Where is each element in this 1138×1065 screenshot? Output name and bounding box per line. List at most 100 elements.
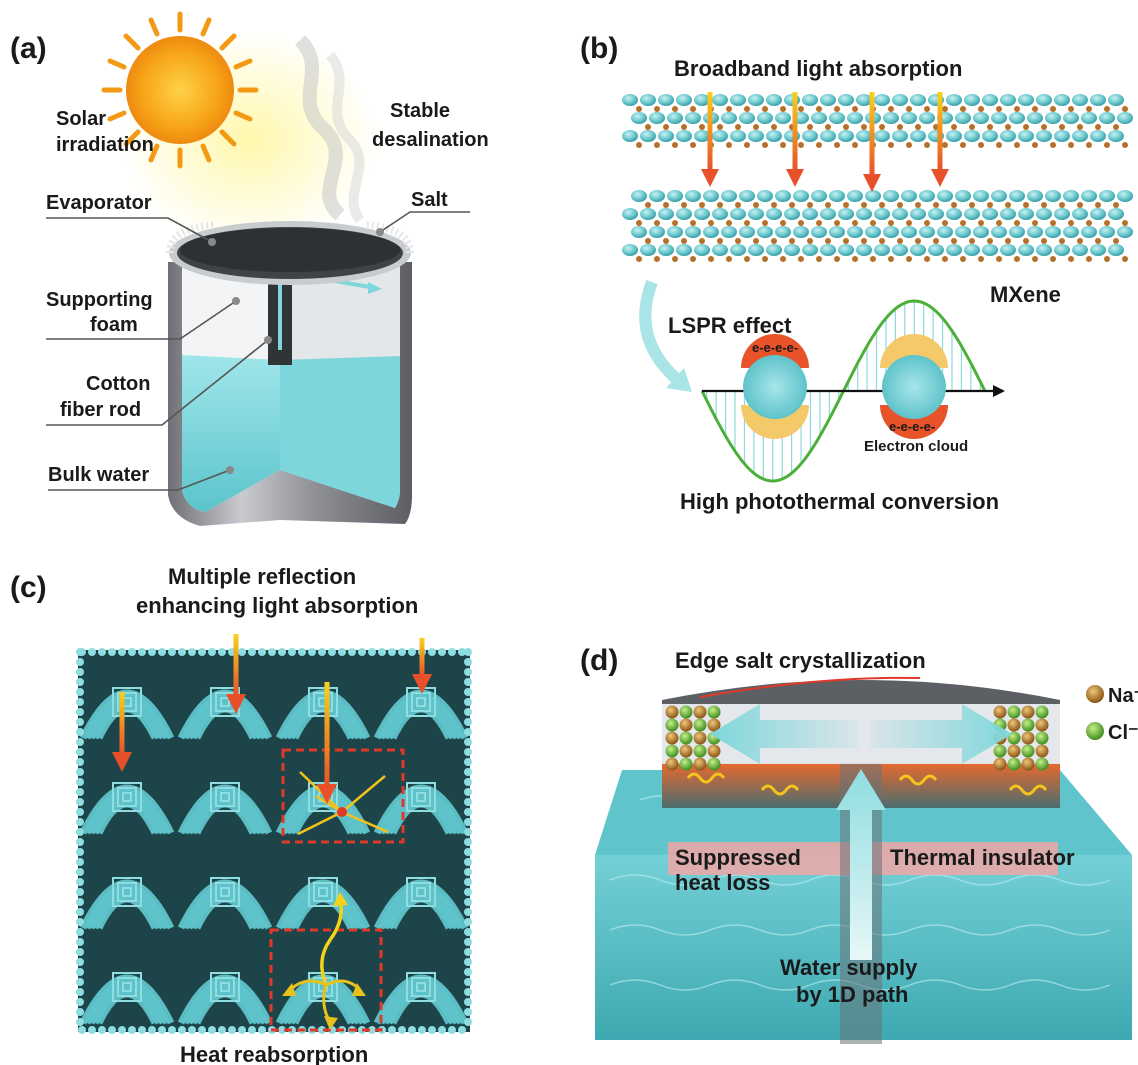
mxene-atom bbox=[1081, 190, 1097, 202]
mxene-atom bbox=[1009, 112, 1025, 124]
mxene-metal-atom bbox=[816, 256, 822, 262]
na-ion bbox=[665, 731, 679, 745]
mxene-atom bbox=[1090, 244, 1106, 256]
mxene-metal-atom bbox=[960, 106, 966, 112]
fabric-cell bbox=[177, 972, 273, 1025]
mxene-atom bbox=[1027, 112, 1043, 124]
cl-ion bbox=[679, 731, 693, 745]
mxene-atom bbox=[829, 112, 845, 124]
mxene-metal-atom bbox=[951, 124, 957, 130]
mxene-atom bbox=[883, 226, 899, 238]
mxene-atom bbox=[721, 190, 737, 202]
mxene-atom bbox=[622, 244, 638, 256]
mxene-atom bbox=[757, 226, 773, 238]
mxene-metal-atom bbox=[681, 202, 687, 208]
mxene-atom bbox=[1000, 130, 1016, 142]
cl-ion bbox=[665, 718, 679, 732]
insulator-label: Thermal insulator bbox=[890, 845, 1075, 870]
mxene-atom bbox=[892, 94, 908, 106]
fabric-cell bbox=[79, 972, 175, 1025]
mxene-atom bbox=[649, 226, 665, 238]
mxene-atom bbox=[1117, 112, 1133, 124]
mxene-atom bbox=[694, 244, 710, 256]
electrons-top-label: e-e-e-e- bbox=[752, 340, 798, 355]
mxene-metal-atom bbox=[987, 238, 993, 244]
na-ion bbox=[693, 731, 707, 745]
light-arrowhead-icon bbox=[931, 169, 949, 187]
mxene-atom bbox=[739, 226, 755, 238]
mxene-metal-atom bbox=[924, 256, 930, 262]
mxene-metal-atom bbox=[735, 238, 741, 244]
mxene-metal-atom bbox=[762, 142, 768, 148]
nanoparticle-left bbox=[741, 334, 809, 439]
mxene-atom bbox=[802, 94, 818, 106]
stable-label-2: desalination bbox=[372, 129, 489, 151]
mxene-metal-atom bbox=[933, 238, 939, 244]
mxene-metal-atom bbox=[834, 142, 840, 148]
mxene-metal-atom bbox=[1032, 256, 1038, 262]
nanoparticle-right bbox=[880, 334, 948, 439]
light-arrowhead-icon bbox=[112, 752, 132, 772]
mxene-atom bbox=[847, 226, 863, 238]
mxene-metal-atom bbox=[1050, 142, 1056, 148]
mxene-metal-atom bbox=[834, 220, 840, 226]
mxene-atom bbox=[658, 244, 674, 256]
mxene-metal-atom bbox=[834, 106, 840, 112]
mxene-metal-atom bbox=[690, 220, 696, 226]
light-arrows bbox=[112, 634, 432, 804]
mxene-atom bbox=[856, 94, 872, 106]
mxene-metal-atom bbox=[717, 124, 723, 130]
na-ion bbox=[1035, 718, 1049, 732]
mxene-atom bbox=[694, 94, 710, 106]
mxene-metal-atom bbox=[663, 238, 669, 244]
mxene-atom bbox=[793, 226, 809, 238]
mxene-atom bbox=[649, 190, 665, 202]
mxene-atom bbox=[739, 112, 755, 124]
mxene-atom bbox=[1090, 94, 1106, 106]
mxene-atom bbox=[640, 208, 656, 220]
mxene-atom bbox=[1045, 226, 1061, 238]
fabric-cell bbox=[275, 877, 371, 930]
mxene-metal-atom bbox=[1104, 142, 1110, 148]
mxene-label: MXene bbox=[990, 282, 1061, 307]
mxene-metal-atom bbox=[1077, 124, 1083, 130]
fabric-cell bbox=[177, 782, 273, 835]
mxene-metal-atom bbox=[1050, 106, 1056, 112]
light-arrow-icon bbox=[233, 634, 239, 696]
mxene-metal-atom bbox=[1041, 202, 1047, 208]
mxene-metal-atom bbox=[726, 220, 732, 226]
mxene-metal-atom bbox=[942, 220, 948, 226]
mxene-metal-atom bbox=[852, 220, 858, 226]
mxene-atom bbox=[964, 94, 980, 106]
edge-salt-title: Edge salt crystallization bbox=[675, 648, 926, 673]
cl-ion bbox=[665, 744, 679, 758]
mxene-atom bbox=[829, 226, 845, 238]
mxene-atom bbox=[964, 244, 980, 256]
mxene-atom bbox=[1090, 208, 1106, 220]
mxene-atom bbox=[874, 208, 890, 220]
na-label: Na⁺ bbox=[1108, 685, 1138, 707]
mxene-metal-atom bbox=[960, 142, 966, 148]
mxene-metal-atom bbox=[852, 142, 858, 148]
cl-ion bbox=[1007, 757, 1021, 771]
mxene-atom bbox=[1000, 94, 1016, 106]
mxene-atom bbox=[784, 244, 800, 256]
mxene-metal-atom bbox=[780, 220, 786, 226]
mxene-metal-atom bbox=[816, 106, 822, 112]
mxene-metal-atom bbox=[843, 124, 849, 130]
mxene-metal-atom bbox=[924, 220, 930, 226]
na-ion bbox=[1021, 757, 1035, 771]
mxene-atom bbox=[766, 130, 782, 142]
mxene-metal-atom bbox=[780, 256, 786, 262]
mxene-metal-atom bbox=[888, 256, 894, 262]
mxene-metal-atom bbox=[1032, 142, 1038, 148]
panel-a: (a) bbox=[10, 11, 489, 526]
mxene-atom bbox=[874, 130, 890, 142]
mxene-metal-atom bbox=[753, 202, 759, 208]
fabric-cell bbox=[373, 972, 469, 1025]
panel-b: (b) Broadband light absorption MXene LSP… bbox=[580, 32, 1133, 514]
mxene-atom bbox=[802, 244, 818, 256]
mxene-atom bbox=[1072, 208, 1088, 220]
mxene-metal-atom bbox=[951, 238, 957, 244]
mxene-metal-atom bbox=[879, 238, 885, 244]
